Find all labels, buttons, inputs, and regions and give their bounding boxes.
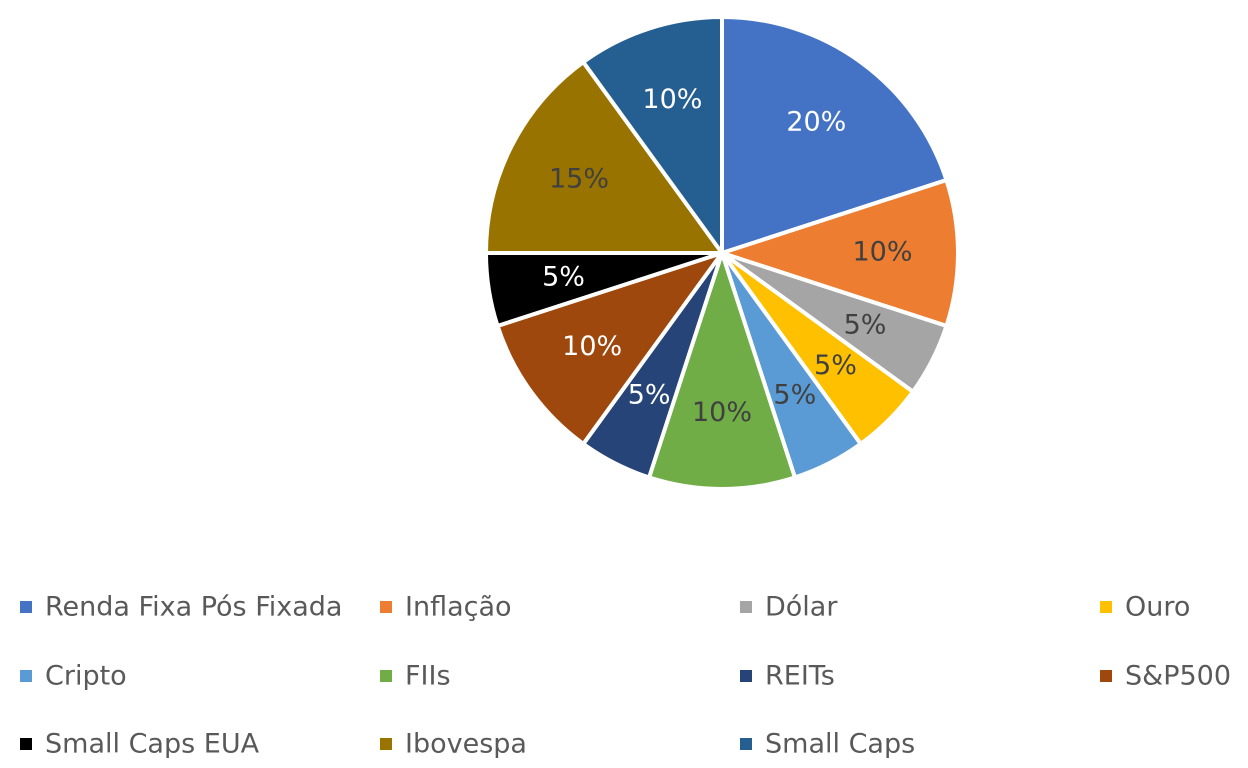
- legend-label: Ouro: [1125, 592, 1190, 623]
- legend-label: S&P500: [1125, 661, 1231, 692]
- legend-label: Inflação: [405, 592, 512, 623]
- legend-swatch: [380, 670, 392, 682]
- legend-swatch: [20, 601, 32, 613]
- data-label: 20%: [786, 107, 846, 138]
- pie-slice: [483, 59, 726, 255]
- data-label: 5%: [542, 262, 585, 293]
- data-label: 5%: [814, 350, 857, 381]
- pie-slice: [715, 177, 960, 329]
- legend-swatch: [740, 670, 752, 682]
- legend-swatch: [20, 738, 32, 750]
- legend-label: Cripto: [45, 661, 127, 692]
- pie-slice: [580, 14, 724, 260]
- data-label: 10%: [852, 237, 912, 268]
- legend-label: FIIs: [405, 661, 451, 692]
- pie-slice: [720, 14, 949, 256]
- data-label: 5%: [773, 379, 816, 410]
- data-label: 10%: [562, 331, 622, 362]
- data-label: 10%: [692, 397, 752, 428]
- legend-label: Renda Fixa Pós Fixada: [45, 592, 342, 623]
- data-label: 15%: [549, 164, 609, 195]
- legend-swatch: [1100, 670, 1112, 682]
- data-label: 5%: [844, 309, 887, 340]
- legend-label: Small Caps: [765, 729, 915, 760]
- legend-swatch: [380, 601, 392, 613]
- legend-swatch: [740, 738, 752, 750]
- legend-swatch: [20, 670, 32, 682]
- legend-label: REITs: [765, 661, 835, 692]
- data-label: 10%: [642, 84, 702, 115]
- legend-label: Small Caps EUA: [45, 729, 260, 760]
- legend-swatch: [380, 738, 392, 750]
- legend-swatch: [1100, 601, 1112, 613]
- legend-label: Dólar: [765, 592, 838, 623]
- pie-slice: [646, 246, 798, 491]
- data-label: 5%: [628, 379, 671, 410]
- legend-label: Ibovespa: [405, 729, 527, 760]
- pie-slice: [495, 249, 728, 447]
- legend-swatch: [740, 601, 752, 613]
